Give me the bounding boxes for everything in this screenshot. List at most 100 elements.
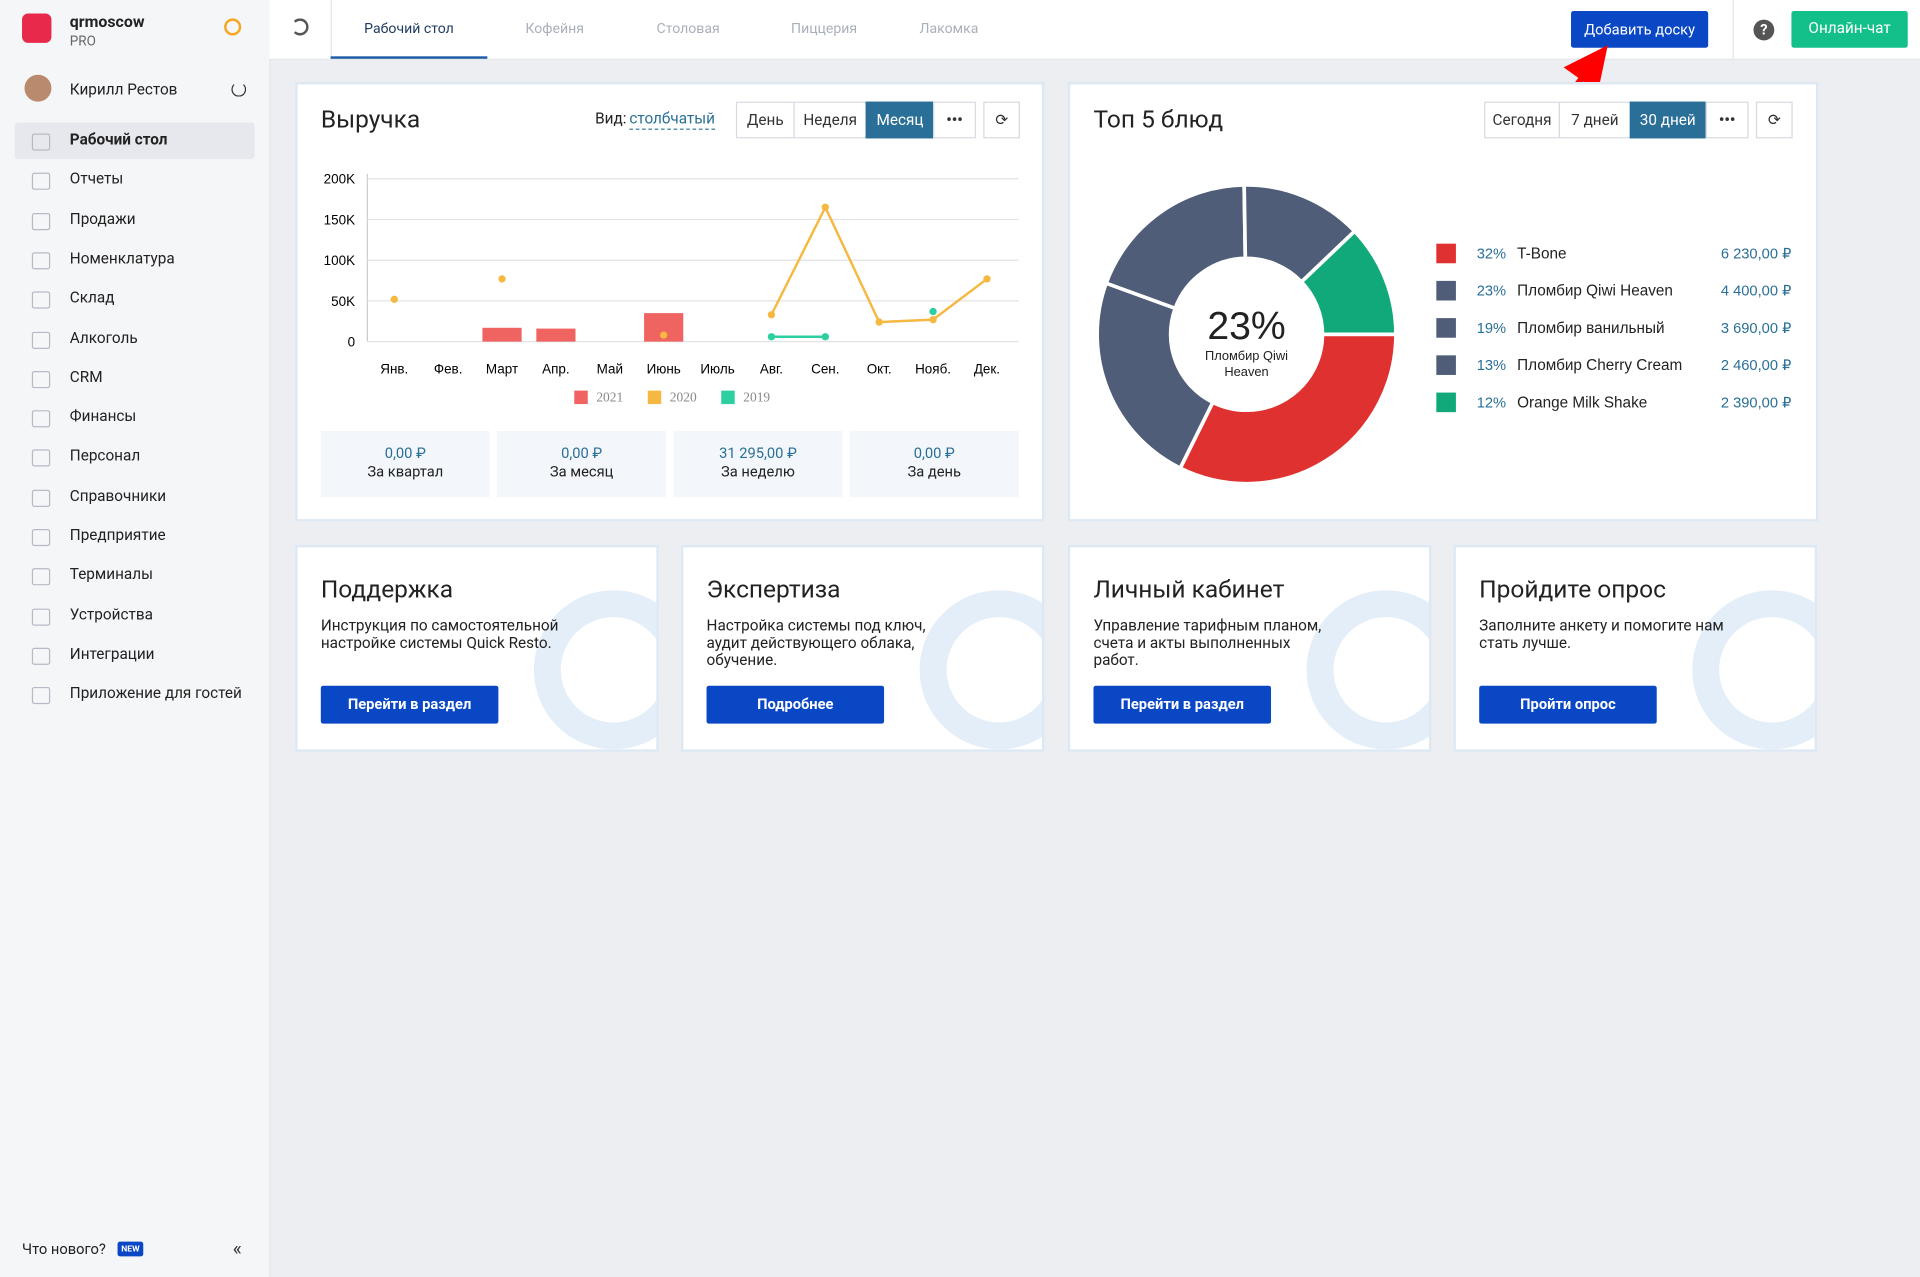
divider — [330, 0, 332, 59]
menu-item[interactable]: Продажи — [15, 202, 255, 239]
center-value: 23% — [1207, 305, 1285, 348]
menu-icon — [31, 133, 51, 151]
tab[interactable]: Лакомка — [919, 19, 979, 37]
menu-item[interactable]: Алкоголь — [15, 320, 255, 357]
legend-name: T-Bone — [1517, 245, 1566, 262]
y-tick-label: 200K — [324, 172, 355, 187]
card-title: Экспертиза — [706, 574, 841, 604]
info-card: Поддержка Инструкция по самостоятельной н… — [295, 544, 659, 752]
view-select[interactable]: столбчатый — [629, 110, 715, 130]
card-button[interactable]: Перейти в раздел — [1093, 685, 1272, 724]
menu-item[interactable]: Устройства — [15, 597, 255, 634]
collapse[interactable]: « — [232, 1236, 242, 1261]
legend-amount: 2 390,00 ₽ — [1721, 395, 1792, 411]
legend-amount: 6 230,00 ₽ — [1721, 246, 1792, 262]
point — [929, 315, 937, 324]
x-tick-label: Нояб. — [915, 361, 951, 376]
help[interactable]: ? — [1753, 19, 1775, 41]
legend-swatch — [574, 390, 588, 405]
legend-label: 2020 — [670, 390, 697, 405]
revenue-chart: 0 50K 100K 150K 200K Янв. Фев. Март Апр. Май Июнь И… — [324, 172, 1019, 405]
menu-item[interactable]: Приложение для гостей — [15, 676, 255, 713]
sync[interactable] — [291, 18, 309, 36]
menu-item[interactable]: Терминалы — [15, 558, 255, 595]
point — [498, 275, 506, 283]
legend-percent: 13% — [1477, 358, 1506, 374]
menu-item[interactable]: Справочники — [15, 478, 255, 515]
menu-item[interactable]: Интеграции — [15, 637, 255, 674]
x-tick-label: Апр. — [542, 361, 569, 376]
point — [767, 311, 776, 319]
logout[interactable] — [231, 82, 247, 97]
menu-icon — [31, 370, 51, 388]
chat-button[interactable]: Онлайн-чат — [1791, 11, 1908, 48]
card-illustration — [533, 590, 657, 750]
tab[interactable]: Столовая — [656, 19, 720, 37]
menu-icon — [31, 528, 51, 547]
donut-slice — [1177, 332, 1398, 486]
menu-item[interactable]: Склад — [15, 281, 255, 318]
menu-icon — [31, 212, 51, 230]
menu-item[interactable]: Предприятие — [15, 518, 255, 555]
period-option[interactable]: Сегодня — [1484, 101, 1561, 139]
add-board-button[interactable]: Добавить доску — [1571, 11, 1709, 48]
more[interactable]: ••• — [933, 101, 976, 139]
period-option[interactable]: Месяц — [865, 101, 935, 139]
tab[interactable]: Кофейня — [525, 19, 584, 37]
bar — [482, 327, 522, 342]
center-label: Пломбир Qiwi Heaven — [1205, 348, 1289, 380]
legend-swatch — [647, 390, 662, 405]
period-option[interactable]: День — [735, 101, 795, 139]
x-tick-label: Сен. — [811, 361, 839, 376]
menu-item[interactable]: Персонал — [15, 439, 255, 476]
period-option[interactable]: Неделя — [793, 101, 867, 139]
topbar: Рабочий стол Кофейня Столовая Пиццерия Лаком… — [269, 0, 1920, 61]
refresh[interactable]: ⟳ — [983, 101, 1021, 139]
stat-value: 31 295,00 ₽ — [719, 444, 797, 462]
card-button[interactable]: Подробнее — [706, 685, 885, 724]
x-tick-label: Май — [597, 361, 623, 376]
legend-percent: 12% — [1477, 395, 1506, 411]
y-tick-label: 100K — [324, 253, 355, 268]
legend-swatch — [721, 390, 735, 405]
menu-icon — [31, 608, 51, 626]
arrow-head — [1563, 45, 1608, 92]
menu-item[interactable]: Финансы — [15, 399, 255, 436]
legend-swatch — [1436, 318, 1456, 338]
revenue-card: Выручка Вид: столбчатый День Неделя Месяц … — [295, 82, 1045, 522]
theme-toggle[interactable] — [224, 18, 242, 36]
tab[interactable]: Пиццерия — [791, 19, 858, 37]
bar — [536, 328, 576, 342]
stat-label: За день — [907, 462, 962, 481]
line — [770, 204, 988, 324]
whats-new[interactable]: Что нового? — [22, 1240, 106, 1258]
legend-name: Пломбир ванильный — [1517, 320, 1664, 337]
card-text: Управление тарифным планом, счета и акты… — [1093, 617, 1322, 670]
card-button[interactable]: Пройти опрос — [1479, 685, 1657, 724]
x-tick-label: Дек. — [974, 361, 1000, 376]
menu-item[interactable]: Номенклатура — [15, 241, 255, 278]
point — [660, 331, 668, 339]
more[interactable]: ••• — [1705, 101, 1749, 139]
logo — [22, 13, 52, 43]
period-option[interactable]: 30 дней — [1629, 101, 1706, 139]
legend-percent: 32% — [1477, 246, 1506, 262]
menu-item[interactable]: CRM — [15, 360, 255, 397]
tab[interactable]: Рабочий стол — [330, 0, 488, 59]
menu-icon — [31, 291, 51, 309]
x-tick-label: Июнь — [647, 361, 681, 376]
refresh[interactable]: ⟳ — [1755, 101, 1793, 139]
donut-slice — [1095, 280, 1216, 471]
sidebar: qrmoscow PRO Кирилл Рестов Рабочий стол О… — [0, 0, 271, 1277]
card-button[interactable]: Перейти в раздел — [320, 685, 499, 724]
stat-box: 0,00 ₽ За день — [849, 431, 1019, 498]
menu-item[interactable]: Рабочий стол — [14, 122, 255, 160]
view-label: Вид: — [595, 110, 627, 129]
legend-label: 2019 — [743, 390, 770, 405]
menu-item[interactable]: Отчеты — [15, 162, 255, 199]
legend-swatch — [1436, 243, 1456, 264]
card-title: Выручка — [320, 104, 421, 134]
x-tick-label: Июль — [700, 361, 734, 376]
card-title: Пройдите опрос — [1479, 574, 1666, 604]
